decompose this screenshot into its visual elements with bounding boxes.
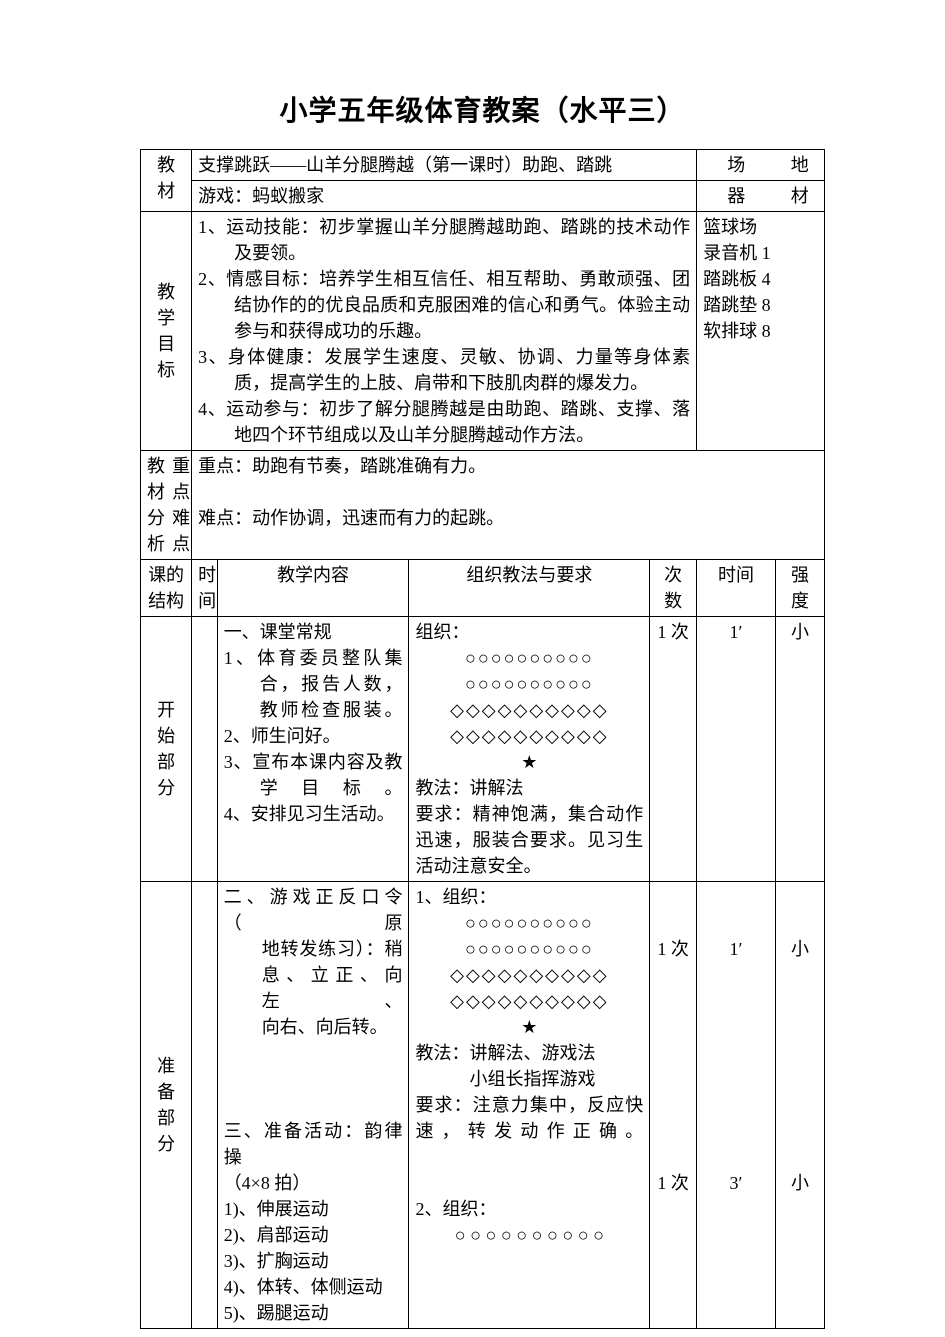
label-zhunbei: 准 备 部 分 [141,881,192,1328]
start-time-col [192,616,218,881]
page-title: 小学五年级体育教案（水平三） [140,90,825,135]
label-qicai-r: 材 [775,180,824,211]
label-jiaocai: 教材 [141,149,192,211]
key-difficulty-cell: 重点：助跑有节奏，踏跳准确有力。 难点：动作协调，迅速而有力的起跳。 [192,450,825,559]
prep-content: 二、游戏正反口令（原 地转发练习）：稍 息、立正、向左、 向右、向后转。 三、准… [217,881,409,1328]
equipment-cell: 篮球场 录音机 1 踏跳板 4 踏跳垫 8 软排球 8 [697,211,825,450]
label-fenxi-col1: 教 材 分 析 [141,450,167,559]
label-kaishi: 开 始 部 分 [141,616,192,881]
label-shijian: 时间 [192,559,218,616]
start-intensity: 小 [775,616,824,881]
label-jiaoxueneirong: 教学内容 [217,559,409,616]
label-shijian2: 时间 [697,559,776,616]
label-changdi-r: 地 [775,149,824,180]
label-mubiao: 教 学 目 标 [141,211,192,450]
prep-method: 1、组织： ○○○○○○○○○○ ○○○○○○○○○○ ◇◇◇◇◇◇◇◇◇◇ ◇… [409,881,650,1328]
start-count: 1 次 [650,616,697,881]
start-method: 组织： ○○○○○○○○○○ ○○○○○○○○○○ ◇◇◇◇◇◇◇◇◇◇ ◇◇◇… [409,616,650,881]
label-qiangdu: 强度 [775,559,824,616]
jiaocai-line2: 游戏：蚂蚁搬家 [192,180,697,211]
objectives-cell: 1、运动技能：初步掌握山羊分腿腾越助跑、踏跳的技术动作及要领。 2、情感目标：培… [192,211,697,450]
start-content: 一、课堂常规 1、体育委员整队集合，报告人数，教师检查服装。 2、师生问好。 3… [217,616,409,881]
prep-intensity-col: 小 小 [775,881,824,1328]
prep-time-col [192,881,218,1328]
label-zuzhijiaofa: 组织教法与要求 [409,559,650,616]
label-changdi-l: 场 [697,149,776,180]
jiaocai-line1: 支撑跳跃——山羊分腿腾越（第一课时）助跑、踏跳 [192,149,697,180]
label-qicai-l: 器 [697,180,776,211]
prep-time-vals: 1′ 3′ [697,881,776,1328]
lesson-plan-table: 教材 支撑跳跃——山羊分腿腾越（第一课时）助跑、踏跳 场 地 游戏：蚂蚁搬家 器… [140,149,825,1329]
label-fenxi-col2: 重 点 难 点 [166,450,192,559]
start-time: 1′ [697,616,776,881]
label-cishu: 次数 [650,559,697,616]
label-kedejiegou: 课的结构 [141,559,192,616]
prep-count-col: 1 次 1 次 [650,881,697,1328]
